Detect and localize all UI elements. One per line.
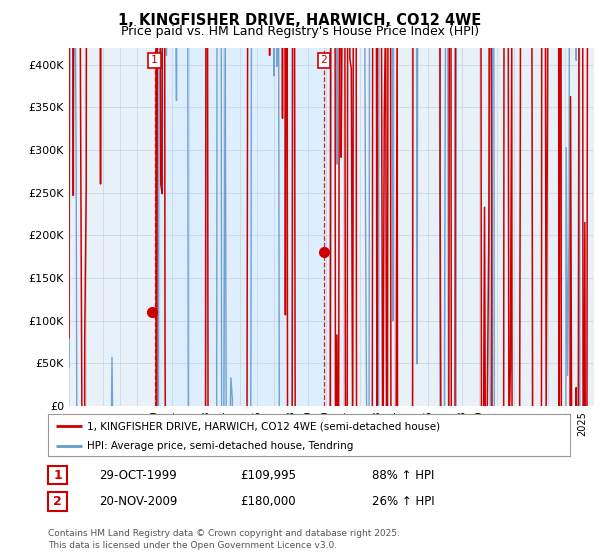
Bar [155, 48, 324, 406]
Text: 20-NOV-2009: 20-NOV-2009 [99, 495, 178, 508]
Text: £109,995: £109,995 [240, 469, 296, 482]
Text: 1: 1 [151, 55, 158, 66]
Text: 1, KINGFISHER DRIVE, HARWICH, CO12 4WE: 1, KINGFISHER DRIVE, HARWICH, CO12 4WE [118, 13, 482, 28]
Text: 29-OCT-1999: 29-OCT-1999 [99, 469, 177, 482]
Text: HPI: Average price, semi-detached house, Tendring: HPI: Average price, semi-detached house,… [87, 441, 353, 451]
Text: 2: 2 [320, 55, 327, 66]
Text: 88% ↑ HPI: 88% ↑ HPI [372, 469, 434, 482]
Text: Contains HM Land Registry data © Crown copyright and database right 2025.
This d: Contains HM Land Registry data © Crown c… [48, 529, 400, 550]
Text: Price paid vs. HM Land Registry's House Price Index (HPI): Price paid vs. HM Land Registry's House … [121, 25, 479, 38]
Text: 26% ↑ HPI: 26% ↑ HPI [372, 495, 434, 508]
Text: £180,000: £180,000 [240, 495, 296, 508]
Text: 1, KINGFISHER DRIVE, HARWICH, CO12 4WE (semi-detached house): 1, KINGFISHER DRIVE, HARWICH, CO12 4WE (… [87, 421, 440, 431]
Text: 1: 1 [53, 469, 62, 482]
Text: 2: 2 [53, 495, 62, 508]
